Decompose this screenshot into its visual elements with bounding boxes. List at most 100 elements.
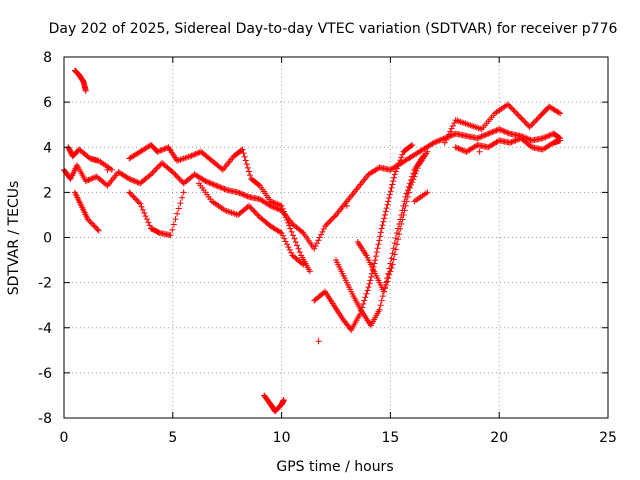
data-point	[142, 213, 149, 220]
data-point	[516, 135, 523, 142]
series-isolated	[71, 67, 483, 415]
data-point	[135, 179, 142, 186]
data-point	[316, 234, 323, 241]
data-point	[393, 241, 400, 248]
data-point	[286, 222, 293, 229]
data-point	[393, 165, 400, 172]
data-point	[274, 201, 281, 208]
data-point	[90, 222, 97, 229]
data-point	[282, 238, 289, 245]
data-point	[398, 220, 405, 227]
data-point	[295, 245, 302, 252]
data-point	[507, 139, 514, 146]
x-tick-label: 5	[168, 430, 177, 446]
data-point	[286, 246, 293, 253]
data-point	[251, 208, 258, 215]
data-point	[436, 137, 443, 144]
data-point	[542, 134, 549, 141]
data-point	[433, 138, 440, 145]
data-marks	[61, 67, 564, 415]
data-point	[244, 193, 251, 200]
data-point	[510, 107, 517, 114]
data-point	[377, 233, 384, 240]
data-point	[456, 145, 463, 152]
data-point	[313, 240, 320, 247]
data-point	[330, 214, 337, 221]
data-point	[248, 205, 255, 212]
data-point	[409, 179, 416, 186]
data-point	[371, 260, 378, 267]
data-point	[392, 168, 399, 175]
data-point	[532, 118, 539, 125]
data-point	[508, 139, 515, 146]
data-point	[213, 182, 220, 189]
data-point	[187, 153, 194, 160]
data-point	[390, 174, 397, 181]
data-point	[179, 194, 186, 201]
data-point	[414, 165, 421, 172]
data-point	[387, 268, 394, 275]
x-tick-label: 10	[273, 430, 291, 446]
data-point	[445, 131, 452, 138]
data-point	[287, 225, 294, 232]
data-point	[405, 189, 412, 196]
data-point	[497, 126, 504, 133]
data-point	[288, 228, 295, 235]
data-point	[278, 202, 285, 209]
data-point	[364, 287, 371, 294]
data-point	[557, 137, 564, 144]
data-point	[278, 229, 285, 236]
data-point	[402, 202, 409, 209]
data-point	[209, 180, 216, 187]
data-point	[210, 181, 217, 188]
data-point	[243, 192, 250, 199]
data-point	[379, 222, 386, 229]
data-point	[131, 195, 138, 202]
data-point	[395, 162, 402, 169]
y-tick-label: 8	[43, 50, 52, 66]
series-track-d	[311, 141, 416, 334]
series-track-a	[61, 126, 564, 252]
data-point	[126, 189, 133, 196]
data-point	[250, 207, 257, 214]
data-point	[399, 151, 406, 158]
data-point	[271, 200, 278, 207]
data-point	[437, 136, 444, 143]
data-point	[384, 278, 391, 285]
data-point	[89, 220, 96, 227]
data-point	[148, 171, 155, 178]
data-point	[448, 132, 455, 139]
data-point	[518, 115, 525, 122]
data-point	[380, 288, 387, 295]
data-point	[324, 220, 331, 227]
data-point	[400, 211, 407, 218]
series-track-g	[441, 101, 564, 146]
data-point	[408, 182, 415, 189]
data-point	[284, 241, 291, 248]
data-point	[130, 193, 137, 200]
data-point	[541, 134, 548, 141]
data-point	[383, 205, 390, 212]
data-point	[408, 142, 415, 149]
data-point	[539, 135, 546, 142]
data-point	[361, 297, 368, 304]
data-point	[207, 180, 214, 187]
data-point	[534, 115, 541, 122]
data-point	[383, 281, 390, 288]
data-point	[406, 184, 413, 191]
data-point	[385, 275, 392, 282]
data-point	[240, 191, 247, 198]
data-point	[247, 204, 254, 211]
data-point	[388, 264, 395, 271]
data-point	[241, 192, 248, 199]
y-tick-label: -8	[38, 411, 52, 427]
data-point	[543, 133, 550, 140]
data-point	[512, 137, 519, 144]
data-point	[138, 203, 145, 210]
data-point	[412, 170, 419, 177]
data-point	[478, 133, 485, 140]
data-point	[176, 176, 183, 183]
data-point	[454, 144, 461, 151]
data-point	[156, 162, 163, 169]
data-point	[490, 128, 497, 135]
